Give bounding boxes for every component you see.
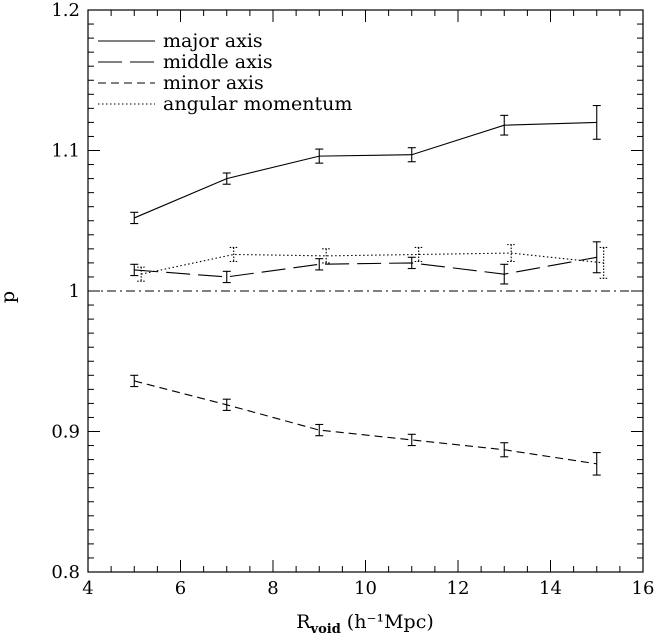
error-bar [229,246,238,263]
x-tick-label: 6 [175,578,186,599]
error-bar [315,423,324,437]
y-tick-label: 1.1 [51,141,80,162]
series-line [134,256,597,278]
series-minor-axis [130,374,601,476]
x-tick-label: 10 [354,578,377,599]
x-tick-label: 16 [632,578,655,599]
x-tick-label: 12 [447,578,470,599]
error-bar [222,172,231,185]
error-bar [592,241,601,274]
error-bar [592,452,601,476]
error-bar [407,256,416,270]
error-bar [414,246,423,263]
y-tick-label: 1.2 [51,0,80,21]
x-tick-label: 8 [267,578,278,599]
error-bar [407,147,416,163]
series-major-axis [130,104,601,225]
error-bar [500,263,509,285]
error-bar [407,433,416,447]
series-line [134,380,597,465]
legend-label: major axis [163,30,263,52]
series-middle-axis [130,241,601,285]
error-bar [500,442,509,458]
legend-label: minor axis [163,72,264,94]
series-line [141,252,604,275]
error-bar [322,248,331,264]
legend-label: angular momentum [163,93,352,115]
legend-label: middle axis [163,51,273,73]
error-bar [130,263,139,277]
y-tick-label: 0.8 [51,562,80,583]
y-tick-label: 0.9 [51,422,80,443]
error-bar [222,398,231,411]
error-bar [137,266,146,282]
x-tick-label: 4 [82,578,93,599]
x-tick-label: 14 [539,578,562,599]
error-bar [507,244,516,263]
error-bar [592,104,601,140]
series-line [134,121,597,219]
y-axis-label: p [0,291,19,303]
error-bar [599,246,608,279]
y-tick-label: 1 [69,281,80,302]
error-bar [500,114,509,136]
error-bar [315,258,324,271]
series-angular-momentum [137,244,608,282]
error-bar [222,270,231,284]
error-bar [130,374,139,388]
x-axis-label: Rvoid (h⁻¹Mpc) [296,611,434,637]
error-bar [130,211,139,225]
error-bar [315,148,324,164]
